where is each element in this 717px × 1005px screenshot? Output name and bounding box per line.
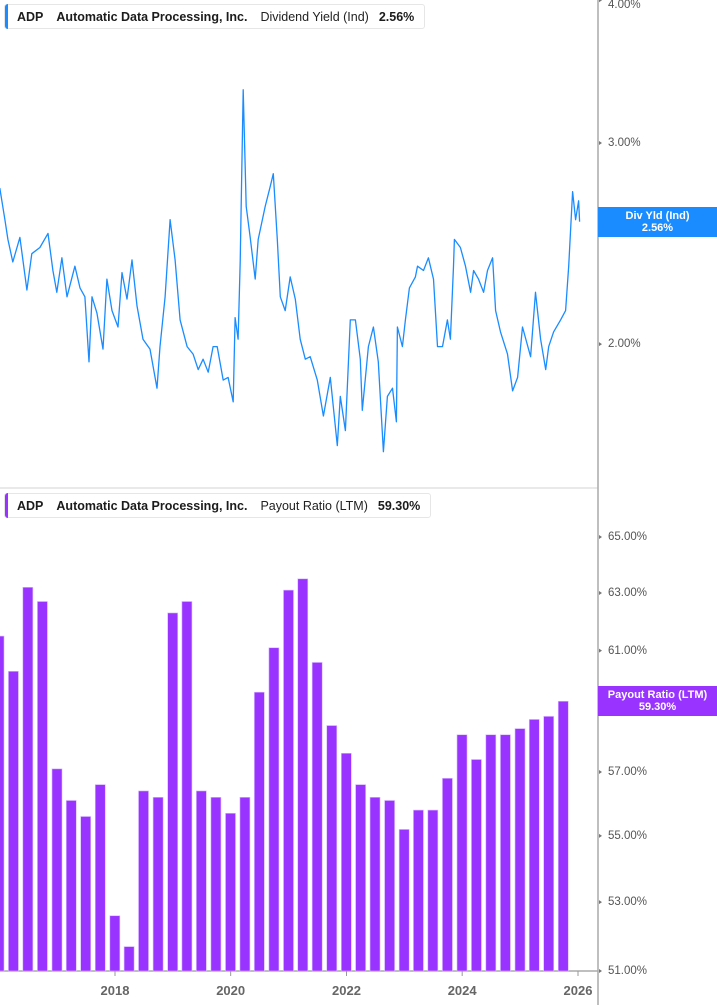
x-tick-label: 2022: [332, 983, 361, 998]
y-tick-mark: [599, 969, 602, 973]
dividend-yield-tick-label: 3.00%: [608, 137, 641, 149]
payout-ratio-bar: [543, 716, 554, 972]
payout-ratio-tick-label: 51.00%: [608, 965, 648, 977]
legend-value: 2.56%: [378, 9, 415, 24]
payout-ratio-bar: [471, 759, 482, 972]
payout-ratio-bar: [326, 725, 338, 972]
payout-ratio-bar: [22, 586, 34, 972]
y-tick-mark: [599, 648, 602, 653]
payout-ratio-bar: [123, 946, 135, 972]
payout-ratio-bar: [427, 809, 439, 972]
payout-ratio-bar: [8, 671, 19, 972]
y-tick-mark: [599, 590, 602, 595]
payout-ratio-bar: [485, 734, 497, 972]
legend-company: Automatic Data Processing, Inc.: [56, 498, 248, 513]
payout-ratio-bar: [442, 778, 453, 972]
y-tick-mark: [599, 535, 602, 540]
payout-ratio-tick-label: 57.00%: [608, 766, 648, 779]
payout-ratio-tick-label: 55.00%: [608, 829, 648, 842]
top-legend[interactable]: ADP Automatic Data Processing, Inc. Divi…: [4, 4, 426, 29]
x-tick-label: 2018: [100, 983, 130, 998]
payout-ratio-bar: [557, 700, 569, 972]
y-tick-mark: [599, 342, 602, 347]
flag-label: Div Yld (Ind): [625, 209, 690, 222]
payout-ratio-bar: [355, 784, 366, 972]
payout-ratio-last-value-flag: Payout Ratio (LTM) 59.30%: [598, 686, 717, 717]
payout-ratio-bar: [500, 734, 511, 972]
payout-ratio-tick-label: 65.00%: [608, 531, 648, 544]
payout-ratio-bar: [210, 797, 222, 972]
payout-ratio-bar: [37, 601, 48, 972]
flag-value: 2.56%: [641, 221, 674, 234]
payout-ratio-bar: [341, 752, 352, 972]
payout-ratio-bar: [283, 589, 294, 972]
payout-ratio-tick-label: 53.00%: [608, 896, 648, 909]
payout-ratio-bar: [80, 816, 91, 972]
y-tick-mark: [599, 141, 602, 145]
dividend-yield-tick-label: 4.00%: [608, 0, 641, 11]
dividend-yield-tick-label: 2.00%: [608, 338, 641, 351]
legend-metric: Dividend Yield (Ind): [260, 9, 369, 24]
payout-ratio-bar: [311, 662, 323, 972]
payout-ratio-bar: [456, 734, 468, 972]
payout-ratio-bar: [167, 612, 178, 972]
payout-ratio-bar: [0, 635, 5, 972]
payout-ratio-bar: [413, 809, 424, 972]
legend-value: 59.30%: [377, 498, 421, 513]
payout-ratio-bar: [398, 829, 410, 972]
payout-ratio-bar: [65, 800, 77, 972]
payout-ratio-bar: [152, 797, 164, 972]
payout-ratio-bar: [196, 790, 207, 972]
payout-ratio-bar: [297, 578, 309, 972]
payout-ratio-tick-label: 63.00%: [608, 586, 648, 599]
flag-value: 59.30%: [638, 701, 677, 714]
payout-ratio-tick-label: 61.00%: [608, 644, 648, 657]
payout-ratio-bar: [138, 790, 149, 972]
flag-label: Payout Ratio (LTM): [607, 689, 708, 702]
legend-color-swatch: [5, 4, 8, 29]
y-tick-mark: [599, 0, 602, 3]
payout-ratio-bar: [94, 784, 106, 972]
x-tick-label: 2026: [563, 983, 593, 998]
legend-company: Automatic Data Processing, Inc.: [56, 9, 248, 24]
dividend-yield-last-value-flag: Div Yld (Ind) 2.56%: [598, 206, 717, 237]
payout-ratio-bar: [384, 800, 395, 972]
payout-ratio-bar: [239, 797, 251, 972]
payout-ratio-bar: [181, 601, 193, 972]
payout-ratio-bar: [528, 719, 540, 972]
dividend-yield-series: [0, 89, 581, 453]
payout-ratio-bar: [254, 691, 265, 972]
legend-ticker: ADP: [17, 9, 44, 24]
dividend-yield-line: [0, 89, 581, 453]
legend-metric: Payout Ratio (LTM): [260, 498, 368, 513]
payout-ratio-bar: [268, 647, 280, 972]
payout-ratio-bar: [514, 728, 526, 972]
payout-ratio-bar: [51, 768, 63, 972]
payout-ratio-bars: [0, 578, 569, 972]
x-tick-label: 2020: [216, 983, 246, 998]
y-tick-mark: [599, 770, 602, 775]
payout-ratio-bar: [109, 915, 121, 972]
x-tick-label: 2024: [447, 983, 477, 998]
y-tick-mark: [599, 900, 602, 905]
payout-ratio-bar: [369, 797, 381, 972]
legend-color-swatch: [5, 493, 8, 518]
legend-ticker: ADP: [17, 498, 44, 513]
y-tick-mark: [599, 833, 602, 838]
payout-ratio-bar: [225, 812, 236, 972]
bottom-legend[interactable]: ADP Automatic Data Processing, Inc. Payo…: [4, 493, 432, 518]
